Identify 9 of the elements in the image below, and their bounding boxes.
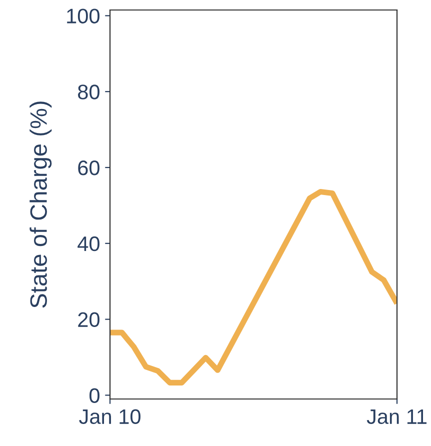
- x-tick-label: Jan 10: [79, 409, 140, 424]
- x-tick-label: Jan 11: [366, 409, 426, 424]
- y-tick-label: 40: [78, 236, 100, 252]
- y-axis-title: State of Charge (%): [30, 102, 52, 308]
- y-tick-label: 60: [78, 160, 100, 176]
- y-tick-label: 80: [78, 84, 100, 100]
- y-tick-label: 100: [67, 8, 100, 24]
- y-tick-label: 0: [90, 388, 100, 403]
- y-tick-label: 20: [78, 312, 100, 328]
